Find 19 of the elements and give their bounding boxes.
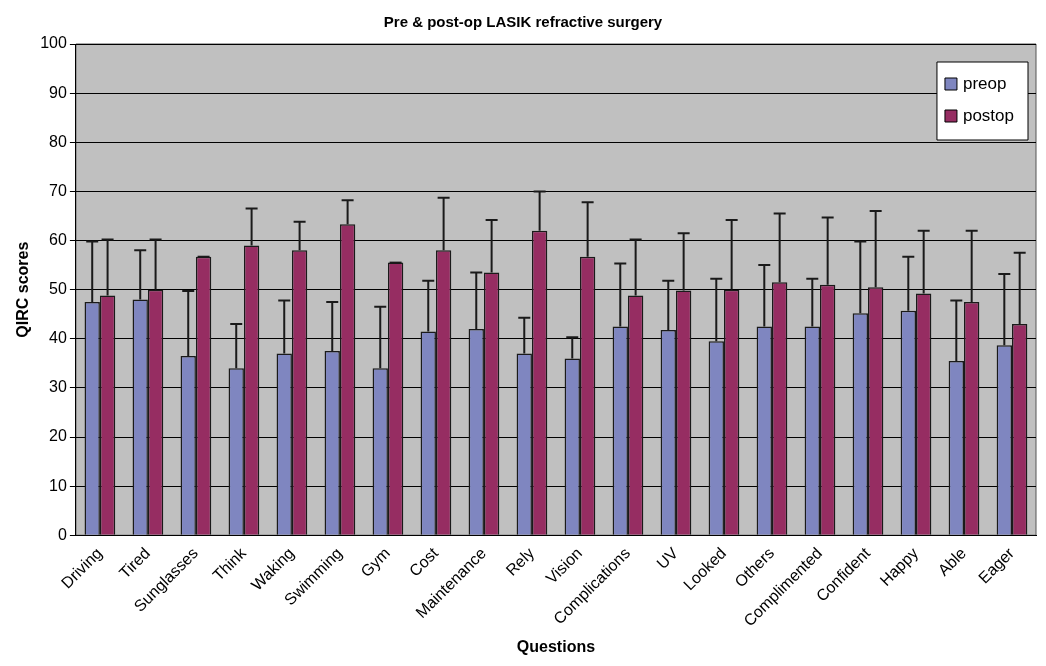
x-axis-title: Questions: [516, 637, 596, 655]
x-tick-label: UV: [653, 544, 682, 573]
y-tick-label: 50: [49, 280, 67, 298]
x-tick-label: Able: [934, 544, 970, 579]
y-tick-label: 30: [49, 378, 67, 396]
legend-label: preop: [962, 73, 1007, 93]
y-tick-label: 10: [49, 476, 67, 494]
chart-title: Pre & post-op LASIK refractive surgery: [383, 13, 663, 31]
y-tick-label: 20: [49, 427, 67, 445]
x-tick-label: Gym: [357, 544, 394, 581]
y-tick-label: 80: [49, 132, 67, 150]
y-tick-label: 70: [49, 181, 67, 199]
y-axis-title: QIRC scores: [14, 241, 32, 338]
y-tick-label: 40: [49, 329, 67, 347]
legend-label: postop: [962, 105, 1015, 125]
y-tick-label: 100: [40, 34, 67, 52]
y-tick-label: 60: [49, 230, 67, 248]
y-tick-label: 0: [57, 525, 67, 543]
y-tick-label: 90: [49, 83, 67, 101]
